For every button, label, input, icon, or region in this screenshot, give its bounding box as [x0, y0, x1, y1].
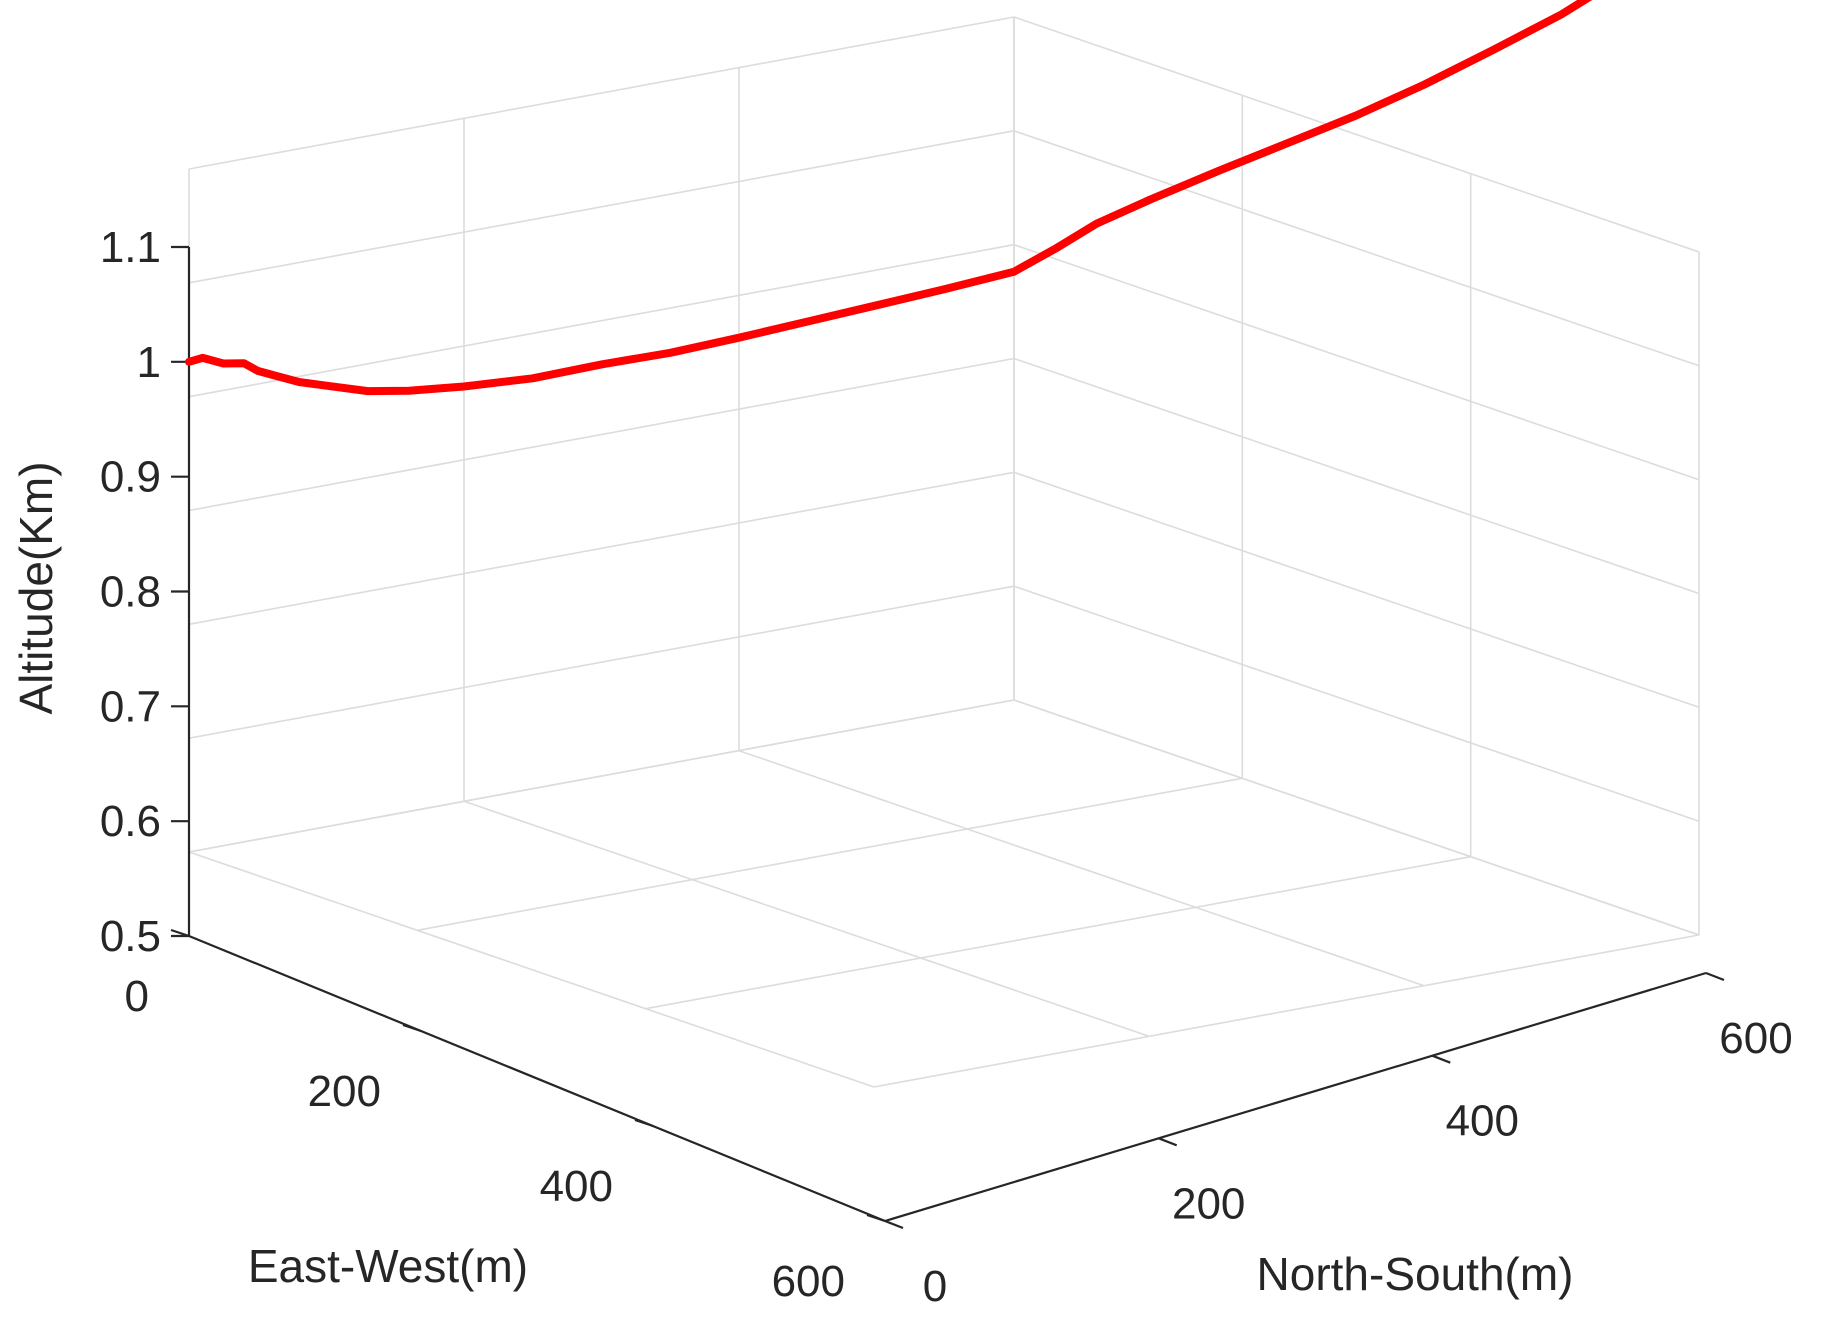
- grid-line-z-left-wall: [188, 357, 1015, 512]
- grid-line-z-left-wall: [188, 699, 1015, 853]
- east-west-tick-mark: [170, 928, 190, 938]
- grid-line-x-floor: [463, 800, 1150, 1038]
- grid-line-z-right-wall: [1013, 699, 1700, 936]
- grid-line-z-left-wall: [188, 243, 1015, 398]
- y-axis-label: North-South(m): [1257, 1248, 1574, 1300]
- north-south-axis-line: [884, 971, 1707, 1223]
- grid-line-y-floor: [873, 934, 1700, 1088]
- north-south-tick-mark: [1431, 1054, 1451, 1064]
- north-south-tick-mark: [884, 1219, 904, 1230]
- east-west-tick-label: 0: [125, 972, 149, 1021]
- grid-line-x-floor: [738, 749, 1425, 987]
- north-south-tick-label: 400: [1446, 1097, 1519, 1146]
- grid-line-z-left-wall: [188, 16, 1015, 170]
- z-tick-label: 0.9: [100, 453, 161, 502]
- grid-line-y-floor: [417, 777, 1243, 932]
- north-south-tick-label: 200: [1172, 1179, 1245, 1228]
- z-tick-label: 1.1: [100, 223, 161, 272]
- grid-line-x-floor: [188, 851, 875, 1088]
- grid-line-z-right-wall: [1013, 243, 1700, 481]
- grid-lines: [188, 16, 1700, 1088]
- trajectory-line: [185, 0, 1593, 396]
- north-south-tick-mark: [1158, 1137, 1178, 1147]
- grid-line-z-right-wall: [1013, 130, 1700, 367]
- grid-line-z-right-wall: [1013, 471, 1700, 709]
- grid-line-z-right-wall: [1013, 357, 1700, 595]
- trajectory-layer: [185, 0, 1593, 396]
- z-tick-label: 0.5: [100, 912, 161, 961]
- z-tick-label: 0.6: [100, 797, 161, 846]
- north-south-tick-label: 600: [1719, 1014, 1792, 1063]
- grid-line-y-floor: [645, 855, 1471, 1010]
- z-tick-label: 0.7: [100, 682, 161, 731]
- grid-line-z-left-wall: [188, 130, 1015, 284]
- tick-labels: 0.5 0.6 0.7 0.8 0.9 1 1.1 0 200 400 600 0 200 400 600: [100, 223, 1793, 1311]
- east-west-tick-mark: [866, 1213, 886, 1223]
- east-west-tick-mark: [402, 1023, 422, 1033]
- grid-line-z-right-wall: [1013, 16, 1700, 253]
- grid-line-z-left-wall: [188, 471, 1015, 626]
- east-west-axis-line: [188, 934, 886, 1223]
- x-axis-label: East-West(m): [248, 1240, 528, 1292]
- east-west-tick-label: 600: [772, 1257, 845, 1306]
- z-tick-label: 1: [137, 338, 161, 387]
- z-axis-label: Altitude(Km): [10, 461, 62, 714]
- grid-line-z-right-wall: [1013, 585, 1700, 822]
- east-west-tick-mark: [634, 1118, 654, 1128]
- z-tick-label: 0.8: [100, 568, 161, 617]
- east-west-tick-label: 200: [308, 1067, 381, 1116]
- north-south-tick-mark: [1705, 971, 1725, 982]
- grid-line-z-left-wall: [188, 585, 1015, 739]
- north-south-tick-label: 0: [923, 1262, 947, 1311]
- east-west-tick-label: 400: [540, 1162, 613, 1211]
